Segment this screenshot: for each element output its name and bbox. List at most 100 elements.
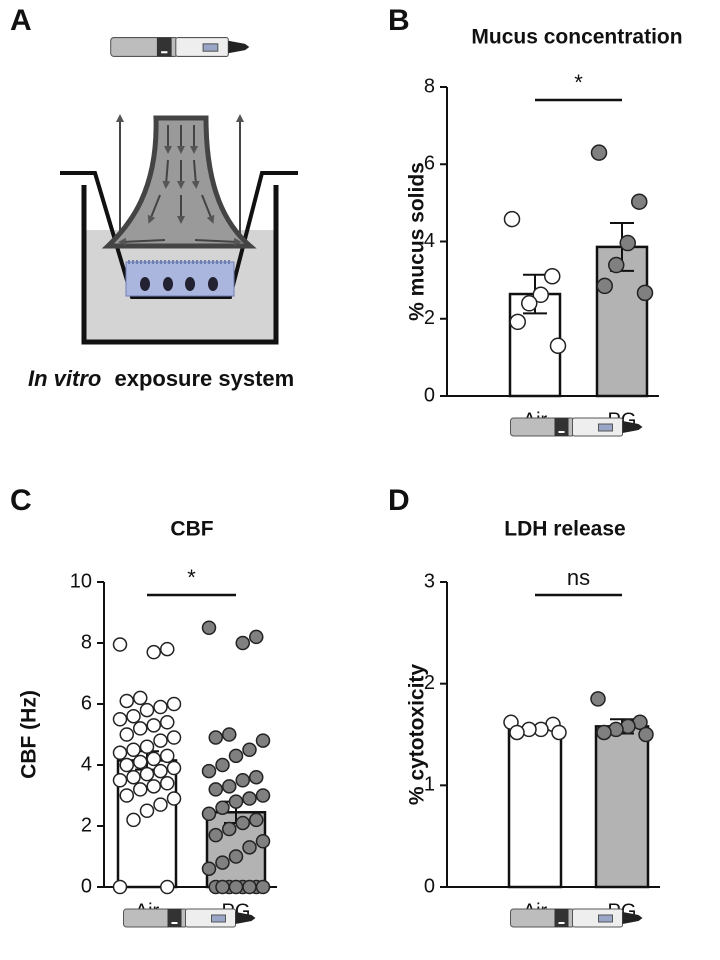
data-point bbox=[208, 827, 223, 843]
caption: In vitro exposure system bbox=[28, 366, 294, 391]
panel-letter: D bbox=[388, 484, 410, 517]
device-tip bbox=[622, 421, 643, 433]
data-point bbox=[112, 712, 128, 727]
data-point bbox=[153, 733, 168, 748]
chart-title: LDH release bbox=[504, 518, 625, 541]
data-point bbox=[249, 769, 264, 785]
data-point bbox=[249, 629, 264, 645]
data-point bbox=[509, 724, 525, 741]
device-icon bbox=[510, 417, 643, 437]
data-point bbox=[112, 637, 128, 652]
device-button bbox=[161, 51, 168, 54]
device-icon bbox=[110, 37, 250, 57]
data-point bbox=[596, 724, 612, 741]
data-point bbox=[201, 806, 217, 822]
y-tick-label: 0 bbox=[81, 875, 92, 897]
data-point bbox=[596, 277, 613, 295]
data-point bbox=[242, 791, 257, 806]
data-point bbox=[146, 718, 161, 733]
device-button bbox=[171, 922, 178, 924]
y-axis-label: % cytotoxicity bbox=[406, 664, 429, 806]
data-point bbox=[544, 268, 561, 285]
exposure-diagram: A In vitro exposure system bbox=[10, 4, 298, 391]
device-icon bbox=[123, 908, 256, 928]
data-point bbox=[636, 284, 654, 302]
data-point bbox=[509, 313, 526, 331]
device-window bbox=[598, 423, 613, 432]
panel-letter: C bbox=[10, 484, 32, 517]
data-point bbox=[590, 691, 606, 707]
data-point bbox=[119, 727, 134, 742]
significance-label: ns bbox=[567, 565, 590, 590]
device-window bbox=[211, 914, 226, 923]
data-point bbox=[590, 144, 608, 161]
data-point bbox=[215, 855, 230, 870]
device-band bbox=[554, 418, 569, 436]
data-point bbox=[166, 730, 182, 745]
chart-title: Mucus concentration bbox=[471, 26, 682, 49]
data-point bbox=[228, 794, 244, 809]
data-point bbox=[160, 748, 175, 764]
data-point bbox=[160, 641, 175, 657]
data-point bbox=[166, 760, 182, 776]
bar bbox=[594, 725, 650, 889]
flow-arrows bbox=[116, 114, 244, 246]
data-point bbox=[153, 797, 168, 812]
significance-label: * bbox=[574, 70, 583, 95]
data-point bbox=[235, 815, 250, 831]
data-point bbox=[619, 234, 636, 252]
data-point bbox=[215, 800, 230, 815]
y-tick-label: 6 bbox=[81, 692, 92, 714]
panel-letter: A bbox=[10, 4, 32, 37]
data-point bbox=[133, 754, 148, 770]
device-tip bbox=[235, 912, 256, 924]
chart-title: CBF bbox=[170, 518, 213, 541]
device-band bbox=[156, 37, 172, 57]
data-point bbox=[242, 840, 257, 855]
y-tick-label: 8 bbox=[81, 631, 92, 653]
data-point bbox=[222, 779, 237, 794]
data-point bbox=[133, 782, 148, 797]
device-tank bbox=[175, 37, 229, 57]
data-point bbox=[133, 690, 148, 706]
data-point bbox=[146, 779, 161, 794]
device-window bbox=[598, 914, 613, 923]
data-point bbox=[235, 773, 250, 788]
data-point bbox=[112, 879, 128, 895]
data-point bbox=[160, 879, 175, 895]
data-point bbox=[160, 715, 175, 730]
y-tick-label: 4 bbox=[424, 230, 435, 252]
data-point bbox=[222, 821, 237, 837]
data-point bbox=[119, 757, 134, 773]
plume bbox=[101, 115, 257, 249]
caption-text: exposure system bbox=[114, 366, 294, 391]
data-point bbox=[112, 773, 128, 788]
data-point bbox=[112, 745, 128, 761]
y-tick-label: 1 bbox=[424, 774, 435, 796]
data-point bbox=[638, 726, 654, 743]
data-point bbox=[208, 730, 223, 745]
data-point bbox=[255, 879, 271, 895]
y-tick-label: 2 bbox=[81, 814, 92, 836]
device-button bbox=[558, 431, 565, 433]
data-point bbox=[255, 733, 271, 748]
panel-letter: B bbox=[388, 4, 410, 37]
data-point bbox=[521, 295, 538, 312]
device-tip bbox=[622, 912, 643, 924]
data-point bbox=[166, 791, 182, 806]
data-point bbox=[249, 812, 264, 828]
data-point bbox=[146, 751, 161, 767]
bar bbox=[507, 728, 563, 889]
data-point bbox=[126, 812, 141, 828]
y-tick-label: 2 bbox=[424, 307, 435, 329]
device-button bbox=[558, 922, 565, 924]
data-point bbox=[201, 620, 217, 635]
data-point bbox=[215, 757, 230, 773]
data-point bbox=[228, 879, 244, 895]
data-point bbox=[119, 788, 134, 803]
data-point bbox=[228, 748, 244, 764]
data-point bbox=[139, 702, 155, 718]
device-tip bbox=[228, 40, 250, 54]
nuclei bbox=[140, 277, 218, 291]
